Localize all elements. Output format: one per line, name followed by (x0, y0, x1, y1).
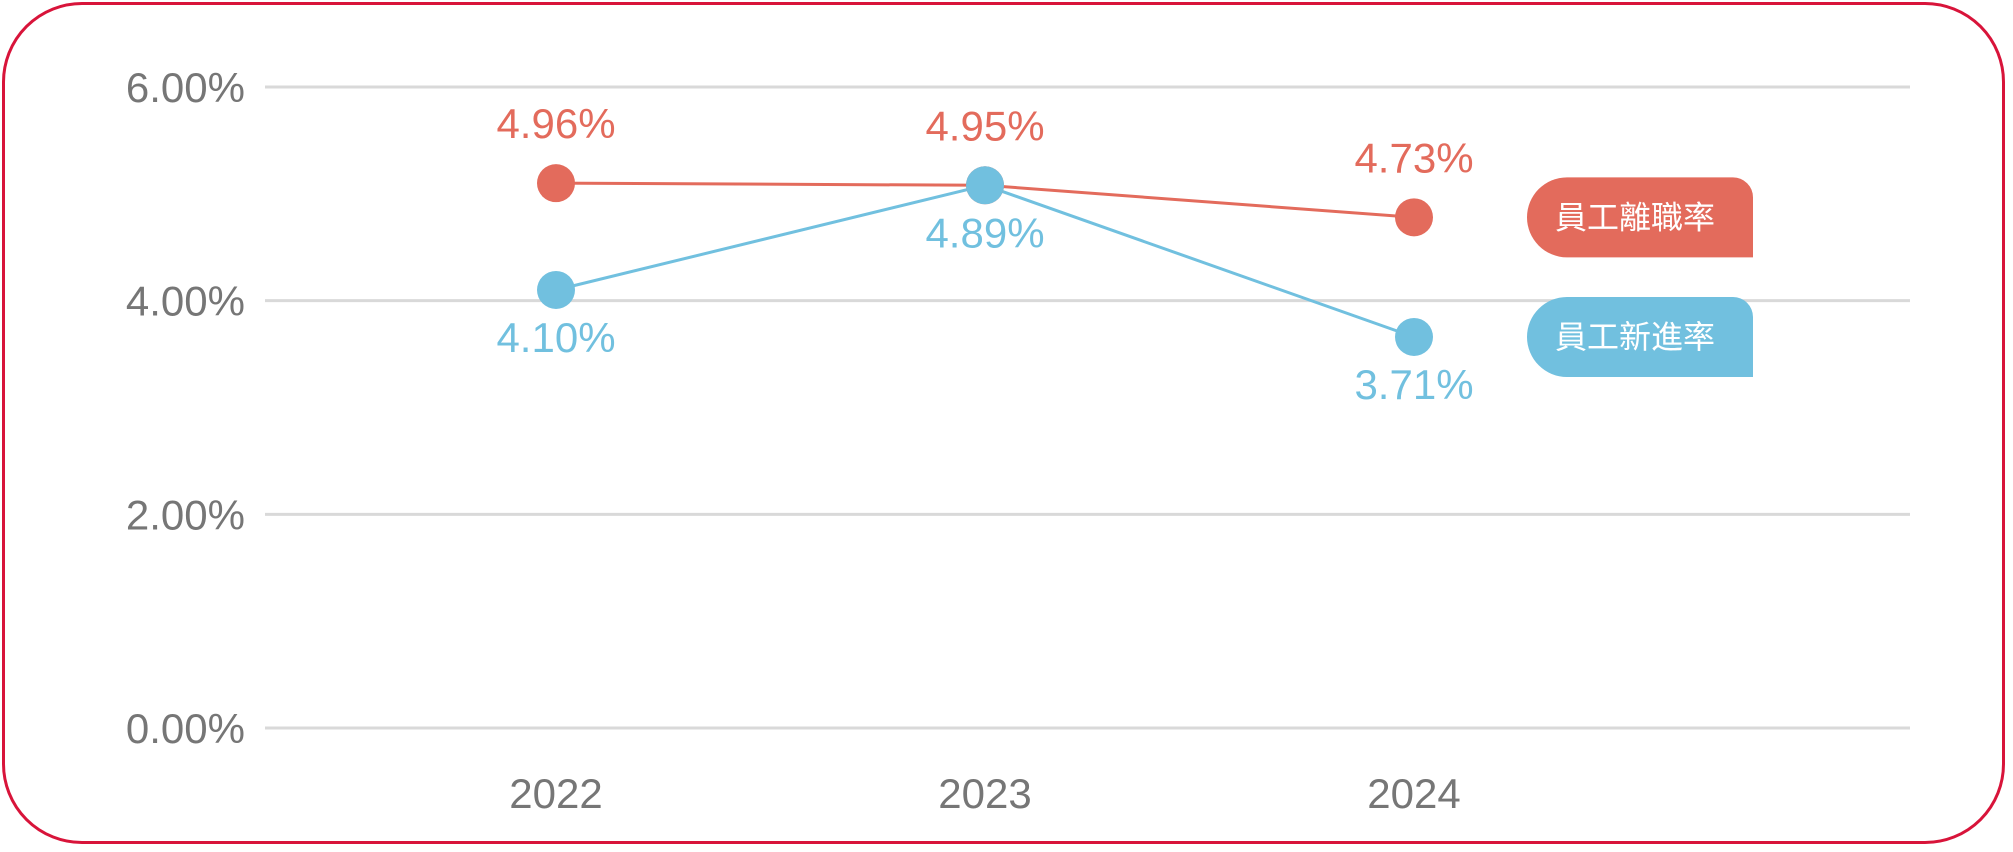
grid-lines (265, 85, 1910, 730)
data-point (1395, 317, 1433, 356)
data-labels: 4.96% 4.95% 4.73% 4.10% 4.89% 3.71% (496, 100, 1473, 408)
data-point (537, 164, 575, 203)
data-label: 4.73% (1354, 134, 1473, 181)
data-point (537, 270, 575, 309)
data-label: 3.71% (1354, 361, 1473, 408)
series-points (537, 164, 1433, 356)
x-tick-label: 2024 (1367, 770, 1460, 817)
data-label: 4.95% (925, 102, 1044, 149)
legend-badge (1527, 296, 1753, 377)
x-tick-label: 2022 (509, 770, 602, 817)
data-point (1395, 198, 1433, 237)
data-point (966, 166, 1004, 205)
data-label: 4.96% (496, 100, 615, 147)
series-lines (555, 181, 1415, 339)
data-label: 4.10% (496, 314, 615, 361)
x-axis-ticks: 2022 2023 2024 (509, 770, 1460, 817)
y-axis-ticks: 0.00% 2.00% 4.00% 6.00% (126, 64, 245, 752)
y-tick-label: 2.00% (126, 491, 245, 538)
legend-label: 員工新進率 (1555, 318, 1715, 356)
y-tick-label: 6.00% (126, 64, 245, 111)
y-tick-label: 0.00% (126, 705, 245, 752)
y-tick-label: 4.00% (126, 278, 245, 325)
legend-badge (1527, 177, 1753, 258)
legend-label: 員工離職率 (1555, 198, 1715, 236)
data-label: 4.89% (925, 209, 1044, 256)
x-tick-label: 2023 (938, 770, 1031, 817)
